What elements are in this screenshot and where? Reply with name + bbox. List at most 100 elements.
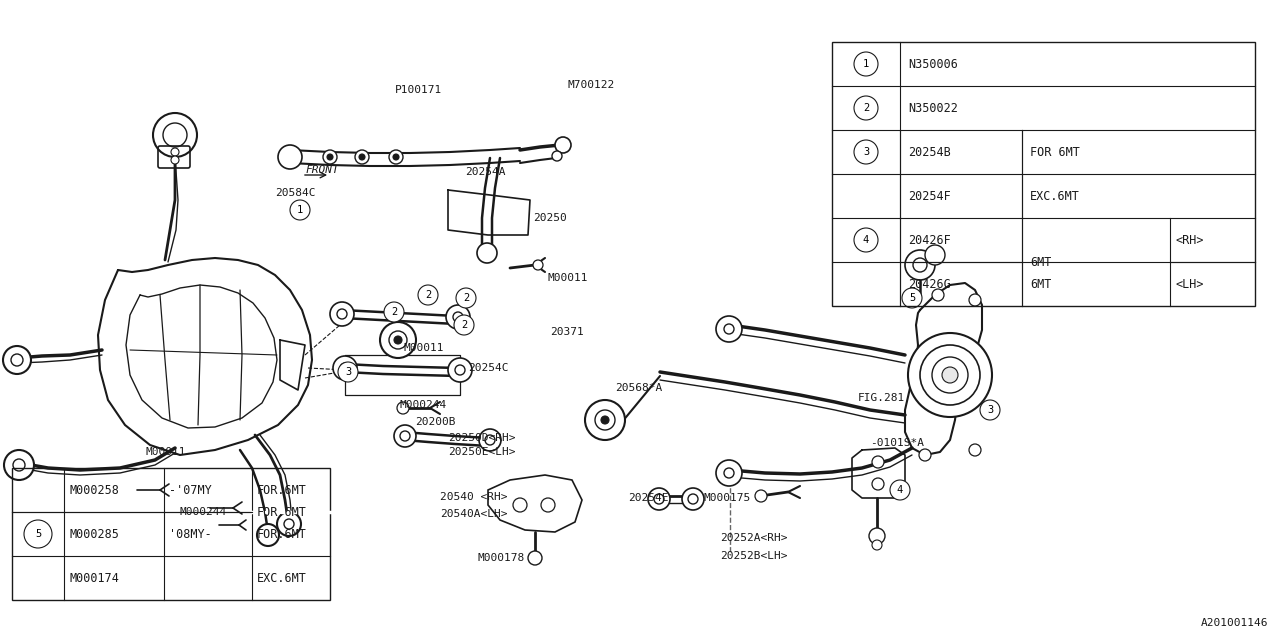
Text: 2: 2 [461, 320, 467, 330]
Circle shape [556, 137, 571, 153]
Circle shape [419, 285, 438, 305]
Text: 20254F: 20254F [908, 189, 951, 202]
Circle shape [602, 416, 609, 424]
Bar [832, 42, 1254, 306]
Text: 2: 2 [463, 293, 470, 303]
Text: FOR 6MT: FOR 6MT [1030, 145, 1080, 159]
Text: -'07MY: -'07MY [169, 483, 211, 497]
Circle shape [872, 540, 882, 550]
Text: FRONT: FRONT [305, 165, 339, 175]
Text: 3: 3 [863, 147, 869, 157]
Circle shape [24, 520, 52, 548]
Circle shape [869, 528, 884, 544]
Circle shape [541, 498, 556, 512]
Text: N350006: N350006 [908, 58, 957, 70]
Circle shape [257, 524, 279, 546]
Text: 20250: 20250 [532, 213, 567, 223]
Circle shape [291, 200, 310, 220]
Circle shape [980, 400, 1000, 420]
Circle shape [925, 245, 945, 265]
Text: A201001146: A201001146 [1201, 618, 1268, 628]
Text: 20252B<LH>: 20252B<LH> [719, 551, 787, 561]
Text: 20540A<LH>: 20540A<LH> [440, 509, 507, 519]
Text: 20584C: 20584C [275, 188, 315, 198]
Bar [12, 468, 330, 600]
Circle shape [854, 52, 878, 76]
Text: M000244: M000244 [399, 400, 447, 410]
Circle shape [854, 228, 878, 252]
Text: 20371: 20371 [550, 327, 584, 337]
Circle shape [389, 331, 407, 349]
Circle shape [913, 258, 927, 272]
Circle shape [276, 512, 301, 536]
Text: N350022: N350022 [908, 102, 957, 115]
Circle shape [453, 312, 463, 322]
Circle shape [905, 250, 934, 280]
Text: FIG.281: FIG.281 [858, 393, 905, 403]
Circle shape [682, 488, 704, 510]
Text: 20540 <RH>: 20540 <RH> [440, 492, 507, 502]
Circle shape [4, 450, 35, 480]
Text: M00011: M00011 [145, 447, 186, 457]
Text: 4: 4 [897, 485, 904, 495]
Circle shape [3, 346, 31, 374]
Circle shape [163, 123, 187, 147]
Text: M000175: M000175 [703, 493, 750, 503]
Circle shape [920, 345, 980, 405]
Text: 20254B: 20254B [908, 145, 951, 159]
Circle shape [477, 243, 497, 263]
Circle shape [399, 431, 410, 441]
Text: M700122: M700122 [567, 80, 614, 90]
Text: 5: 5 [35, 529, 41, 539]
Circle shape [969, 294, 980, 306]
Text: 1: 1 [297, 205, 303, 215]
Text: 3: 3 [987, 405, 993, 415]
Circle shape [532, 260, 543, 270]
Circle shape [942, 367, 957, 383]
Circle shape [872, 456, 884, 468]
Circle shape [529, 551, 541, 565]
Circle shape [172, 148, 179, 156]
Text: 20250D<RH>: 20250D<RH> [448, 433, 516, 443]
Text: M000244: M000244 [180, 507, 228, 517]
Text: EXC.6MT: EXC.6MT [1030, 189, 1080, 202]
Text: FOR.6MT: FOR.6MT [257, 527, 307, 541]
Circle shape [358, 154, 365, 160]
Text: 20250E<LH>: 20250E<LH> [448, 447, 516, 457]
Text: FOR.6MT: FOR.6MT [257, 483, 307, 497]
Text: -0101S*A: -0101S*A [870, 438, 924, 448]
Text: M000178: M000178 [477, 553, 525, 563]
Text: EXC.6MT: EXC.6MT [257, 572, 307, 584]
Circle shape [326, 154, 333, 160]
Circle shape [338, 362, 358, 382]
Circle shape [394, 425, 416, 447]
Circle shape [284, 519, 294, 529]
Text: 2: 2 [390, 307, 397, 317]
Circle shape [716, 316, 742, 342]
Circle shape [380, 322, 416, 358]
Text: M000174: M000174 [69, 572, 119, 584]
Text: 20568*A: 20568*A [614, 383, 662, 393]
Text: 2: 2 [425, 290, 431, 300]
Text: 20254E: 20254E [628, 493, 668, 503]
Text: 6MT: 6MT [1030, 278, 1051, 291]
Circle shape [355, 150, 369, 164]
Circle shape [330, 302, 355, 326]
Circle shape [716, 460, 742, 486]
Circle shape [278, 145, 302, 169]
Text: FOR.6MT: FOR.6MT [257, 506, 307, 518]
Circle shape [932, 357, 968, 393]
Circle shape [389, 150, 403, 164]
Text: M00011: M00011 [548, 273, 589, 283]
Circle shape [384, 302, 404, 322]
Circle shape [454, 365, 465, 375]
Circle shape [919, 449, 931, 461]
Circle shape [323, 150, 337, 164]
Circle shape [333, 356, 357, 380]
Text: M000285: M000285 [69, 527, 119, 541]
Text: 2: 2 [863, 103, 869, 113]
Circle shape [654, 494, 664, 504]
Circle shape [689, 494, 698, 504]
Circle shape [890, 480, 910, 500]
Text: <LH>: <LH> [1176, 278, 1204, 291]
